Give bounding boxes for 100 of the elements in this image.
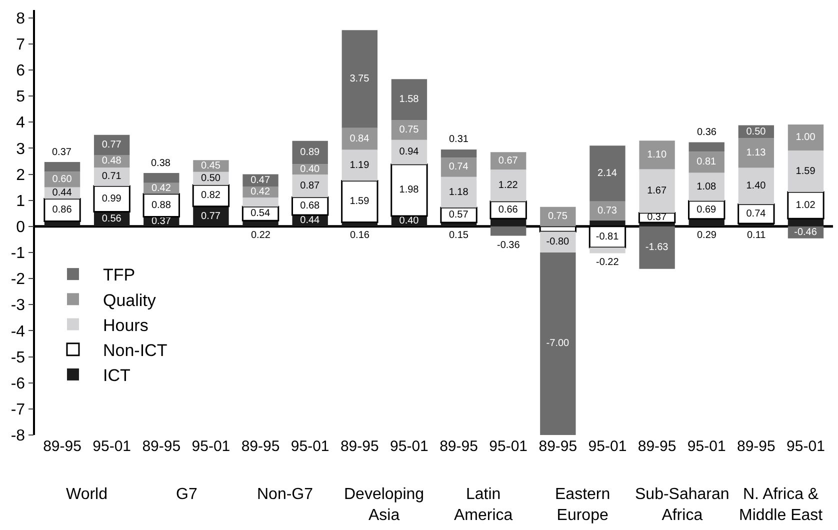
data-label: 0.48: [102, 156, 122, 167]
bar: [590, 248, 626, 254]
bar: [490, 226, 526, 236]
legend-label: Quality: [102, 290, 156, 310]
data-label: 0.60: [52, 174, 72, 185]
y-tick-label: 5: [16, 88, 26, 106]
x-tick-label: 89-95: [43, 438, 82, 455]
legend-label: Hours: [102, 316, 148, 335]
data-label: 0.84: [350, 133, 370, 144]
bar: [391, 140, 428, 164]
text: Developing Asia: [344, 486, 424, 524]
x-tick-label: 89-95: [340, 438, 379, 455]
data-label: 1.98: [399, 184, 420, 196]
data-label: 0.44: [52, 188, 72, 199]
data-label: 0.54: [250, 208, 270, 220]
data-label: 2.14: [598, 168, 618, 179]
data-label: 0.86: [52, 204, 72, 216]
legend-label: ICT: [102, 366, 130, 386]
bar: [342, 150, 378, 181]
data-label: 0.77: [201, 210, 221, 222]
data-label: 0.16: [350, 230, 370, 241]
data-label: 1.58: [399, 94, 420, 106]
bar: [292, 174, 328, 198]
bar: [788, 124, 824, 151]
bar: [639, 140, 675, 170]
data-label: 0.50: [201, 172, 221, 184]
legend-label: TFP: [102, 266, 136, 285]
bar: [540, 232, 576, 252]
y-tick-label: 3: [16, 140, 26, 158]
data-label: 0.73: [598, 205, 618, 216]
text: Non-G7: [257, 486, 314, 503]
bar: [144, 172, 180, 183]
legend-label: Non-ICT: [102, 340, 168, 360]
bar: [391, 79, 428, 120]
data-label: 0.29: [697, 230, 717, 241]
data-label: 0.77: [102, 139, 122, 150]
data-label: 0.57: [448, 210, 469, 221]
data-label: 0.38: [151, 158, 171, 169]
data-label: 0.75: [399, 124, 420, 136]
bar: [688, 218, 724, 226]
data-label: 1.00: [796, 132, 816, 143]
bar: [688, 152, 724, 173]
bar: [94, 134, 130, 155]
data-label: 0.99: [102, 193, 122, 204]
bar: [590, 201, 626, 220]
data-label: 0.31: [449, 134, 469, 145]
bar: [440, 149, 477, 158]
data-label: 1.19: [350, 160, 370, 171]
bar: [639, 169, 675, 213]
y-tick-label: 0: [16, 219, 26, 236]
data-label: 0.50: [746, 126, 766, 138]
data-label: 0.66: [498, 204, 518, 216]
bar: [440, 176, 477, 208]
data-label: 1.40: [746, 180, 766, 192]
bar: [688, 172, 724, 201]
data-label: 0.42: [250, 186, 270, 198]
bar: [787, 191, 824, 220]
x-tick-label: 95-01: [192, 438, 230, 455]
x-tick-label: 95-01: [687, 438, 726, 455]
y-tick-label: -1: [10, 245, 26, 262]
x-tick-label: 95-01: [588, 438, 627, 455]
text: World: [66, 486, 108, 503]
bar: [738, 168, 774, 204]
data-label: 0.81: [696, 156, 717, 168]
data-label: 0.44: [300, 215, 320, 226]
x-tick-label: 95-01: [786, 438, 825, 455]
bar: [94, 167, 130, 186]
text: G7: [176, 486, 198, 503]
x-tick-label: 95-01: [489, 438, 528, 455]
data-label: 0.88: [151, 200, 172, 211]
data-label: 0.68: [300, 200, 320, 212]
data-label: 0.74: [746, 208, 766, 220]
data-label: 1.67: [647, 186, 667, 197]
bar: [391, 120, 428, 140]
data-label: 0.45: [201, 160, 221, 172]
text: Sub-Saharan Africa: [635, 486, 730, 524]
data-label: -0.80: [546, 236, 570, 248]
bar: [540, 206, 576, 226]
bar: [93, 185, 130, 213]
y-tick-label: 4: [16, 114, 26, 132]
y-tick-label: -4: [10, 323, 26, 340]
data-label: 0.47: [250, 174, 270, 186]
bar: [490, 170, 526, 202]
x-tick-label: 89-95: [142, 438, 181, 455]
data-label: 0.36: [697, 127, 717, 138]
bar: [490, 152, 526, 170]
data-label: -0.46: [794, 226, 818, 238]
bar: [688, 142, 724, 152]
data-label: 0.40: [300, 164, 320, 175]
data-label: -0.22: [596, 257, 620, 268]
y-tick-label: 7: [16, 36, 26, 54]
x-tick-label: 89-95: [638, 438, 676, 455]
data-label: 0.94: [399, 146, 420, 158]
bar: [440, 158, 477, 177]
text: Eastern Europe: [555, 486, 610, 524]
data-label: 0.87: [300, 180, 320, 192]
data-label: 1.02: [796, 200, 816, 211]
x-tick-label: 89-95: [241, 438, 280, 455]
y-tick-label: -8: [10, 428, 26, 445]
data-label: 0.69: [696, 204, 717, 216]
